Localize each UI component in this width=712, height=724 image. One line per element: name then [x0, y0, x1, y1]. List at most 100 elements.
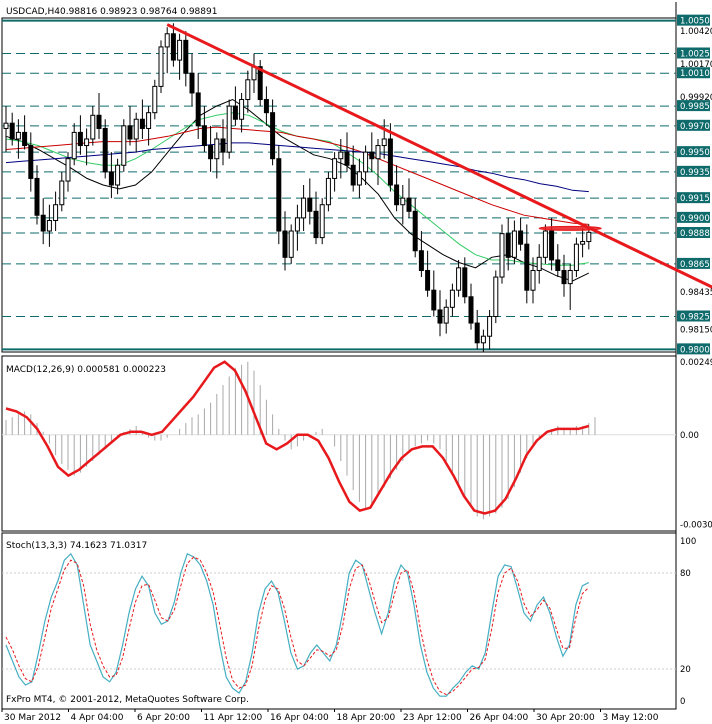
price-tick-label-11: 0.99000 — [680, 214, 712, 224]
trendline-layer — [166, 23, 712, 289]
time-axis: 30 Mar 2012 4 Apr 04:00 6 Apr 20:00 11 Apr … — [1, 709, 659, 723]
price-label-box-17 — [677, 343, 710, 355]
candle-body — [177, 39, 183, 61]
time-label-8: 30 Apr 20:00 — [536, 713, 595, 723]
candle-body — [356, 171, 362, 186]
price-tick-label-15: 0.98250 — [680, 312, 712, 322]
candle-body — [462, 267, 468, 298]
candle-body — [561, 269, 567, 285]
candle-body — [214, 138, 220, 160]
price-tick-label-9: 0.99350 — [680, 168, 712, 178]
candle-body — [567, 269, 573, 285]
stoch-signal-line — [5, 556, 590, 696]
macd-label: MACD(12,26,9) 0.000581 0.000223 — [6, 365, 166, 375]
stoch-tick-label-0: 100 — [680, 537, 696, 547]
candle-body — [375, 145, 381, 160]
macd-tick-label-2: -0.00308 — [680, 521, 712, 531]
time-label-9: 3 May 12:00 — [603, 713, 659, 723]
candle-body — [77, 131, 83, 147]
highlight-layer — [538, 225, 602, 231]
candle-body — [431, 289, 437, 311]
price-label-box-8 — [677, 146, 710, 158]
time-label-4: 16 Apr 04:00 — [270, 713, 329, 723]
price-label-box-6 — [677, 100, 710, 112]
ohlc-readout: 0.98816 0.98923 0.98764 0.98891 — [60, 7, 217, 17]
candle-body — [282, 230, 288, 258]
candle-body — [437, 309, 443, 324]
macd-signal-line — [5, 360, 590, 515]
stoch-tick-label-1: 80 — [680, 569, 691, 579]
candle-body — [549, 230, 555, 261]
candle-body — [40, 214, 46, 232]
price-label-box-0 — [677, 14, 710, 26]
stoch-tick-label-2: 20 — [680, 665, 691, 675]
candle-body — [158, 46, 164, 87]
candle-body — [350, 164, 356, 186]
candle-body — [400, 197, 406, 206]
candle-body — [456, 267, 462, 291]
candle-body — [195, 92, 201, 127]
candle-body — [406, 197, 412, 212]
candle-body — [245, 79, 251, 101]
candle-body — [505, 233, 511, 258]
candle-body — [53, 204, 59, 222]
candle-body — [586, 231, 592, 243]
candle-body — [288, 230, 294, 258]
candle-body — [319, 204, 325, 239]
candle-body — [425, 269, 431, 291]
candle-body — [276, 158, 282, 232]
candle-body — [96, 114, 102, 129]
candle-body — [307, 197, 313, 212]
candle-body — [387, 138, 393, 186]
candle-body — [108, 171, 114, 186]
candle-body — [518, 230, 524, 245]
time-label-5: 18 Apr 20:00 — [337, 713, 396, 723]
candle-body — [15, 131, 21, 140]
candle-body — [468, 296, 474, 324]
price-tick-label-4: 1.00100 — [680, 69, 712, 79]
candle-body — [294, 217, 300, 232]
price-tick-label-2: 1.00250 — [680, 50, 712, 60]
candle-body — [381, 138, 387, 147]
time-label-6: 23 Apr 12:00 — [403, 713, 462, 723]
price-tick-label-6: 0.99850 — [680, 102, 712, 112]
candle-body — [115, 164, 121, 186]
price-tick-label-14: 0.98435 — [680, 288, 712, 298]
macd-panel: 0.00249 0.00 -0.00308 — [2, 358, 712, 531]
candle-body — [201, 125, 207, 147]
candle-body — [412, 210, 418, 252]
stoch-label: Stoch(13,3,3) 74.1623 71.0317 — [6, 541, 147, 551]
price-tick-label-5: 0.99920 — [680, 93, 712, 103]
candle-body — [220, 138, 226, 153]
candle-body — [65, 158, 71, 182]
macd-panel-frame — [1, 355, 677, 532]
resistance-trendline — [166, 23, 712, 289]
price-tick-label-0: 1.00500 — [680, 17, 712, 27]
candle-body — [369, 151, 375, 160]
candle-body — [338, 151, 344, 160]
price-tick-label-12: 0.98885 — [680, 229, 712, 239]
price-tick-label-7: 0.99700 — [680, 122, 712, 132]
candle-body — [208, 145, 214, 160]
candle-body — [573, 243, 579, 271]
candle-body — [84, 138, 90, 147]
candle-body — [146, 112, 152, 129]
time-label-7: 26 Apr 04:00 — [470, 713, 529, 723]
copyright-footer: FxPro MT4, © 2001-2012, MetaQuotes Softw… — [6, 695, 249, 705]
price-tick-label-10: 0.99150 — [680, 194, 712, 204]
candle-body — [34, 177, 40, 216]
time-label-3: 11 Apr 12:00 — [204, 713, 263, 723]
candle-body — [418, 250, 424, 271]
price-label-box-11 — [677, 211, 710, 223]
price-label-box-12 — [677, 226, 710, 238]
candle-body — [443, 306, 449, 324]
candle-body — [71, 131, 77, 160]
moving-average-0 — [5, 98, 590, 282]
candle-body — [3, 122, 9, 129]
candle-body — [164, 33, 170, 48]
price-label-box-7 — [677, 119, 710, 131]
horizontal-levels — [2, 19, 676, 351]
candle-body — [183, 39, 189, 74]
candle-body — [232, 105, 238, 120]
